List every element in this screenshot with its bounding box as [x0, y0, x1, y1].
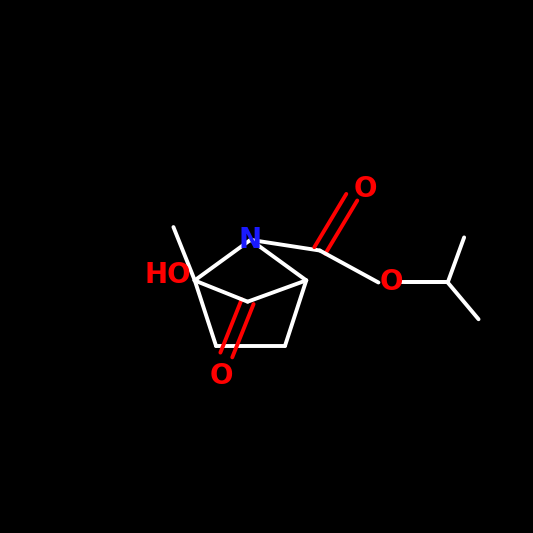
Text: O: O — [353, 175, 377, 203]
Text: N: N — [239, 226, 262, 254]
Text: HO: HO — [144, 261, 191, 289]
Text: O: O — [380, 269, 403, 296]
Text: O: O — [209, 362, 233, 390]
